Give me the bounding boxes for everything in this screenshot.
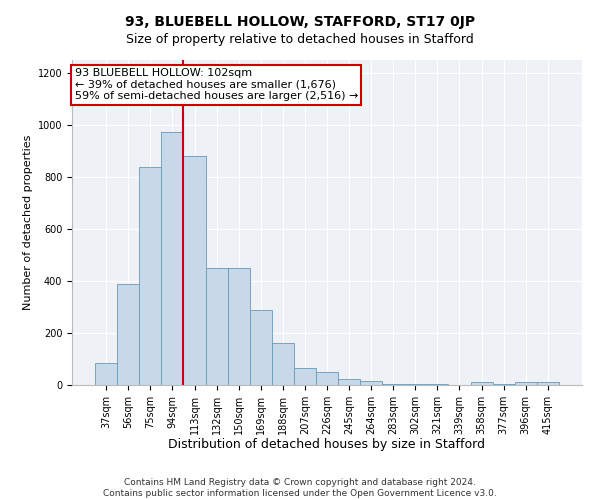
Text: 93 BLUEBELL HOLLOW: 102sqm
← 39% of detached houses are smaller (1,676)
59% of s: 93 BLUEBELL HOLLOW: 102sqm ← 39% of deta…: [74, 68, 358, 102]
Bar: [95, 363, 117, 385]
Bar: [206, 268, 227, 385]
X-axis label: Distribution of detached houses by size in Stafford: Distribution of detached houses by size …: [169, 438, 485, 452]
Bar: [493, 384, 515, 385]
Bar: [139, 166, 161, 385]
Bar: [316, 372, 338, 385]
Bar: [161, 132, 184, 385]
Bar: [184, 156, 206, 385]
Bar: [427, 384, 448, 385]
Bar: [470, 382, 493, 385]
Bar: [117, 284, 139, 385]
Text: Contains HM Land Registry data © Crown copyright and database right 2024.
Contai: Contains HM Land Registry data © Crown c…: [103, 478, 497, 498]
Bar: [537, 382, 559, 385]
Text: 93, BLUEBELL HOLLOW, STAFFORD, ST17 0JP: 93, BLUEBELL HOLLOW, STAFFORD, ST17 0JP: [125, 15, 475, 29]
Bar: [404, 384, 427, 385]
Bar: [338, 378, 360, 385]
Bar: [272, 344, 294, 385]
Text: Size of property relative to detached houses in Stafford: Size of property relative to detached ho…: [126, 32, 474, 46]
Bar: [294, 368, 316, 385]
Bar: [515, 382, 537, 385]
Bar: [227, 268, 250, 385]
Y-axis label: Number of detached properties: Number of detached properties: [23, 135, 34, 310]
Bar: [382, 384, 404, 385]
Bar: [250, 310, 272, 385]
Bar: [360, 381, 382, 385]
